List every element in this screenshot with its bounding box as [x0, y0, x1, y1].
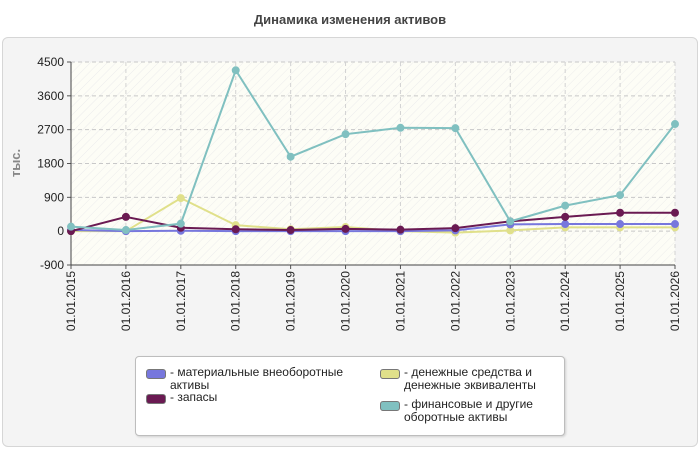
x-tick-label: 01.01.2015 [64, 271, 78, 331]
x-tick-label: 01.01.2019 [284, 271, 298, 331]
x-tick-label: 01.01.2017 [174, 271, 188, 331]
data-point [451, 224, 460, 233]
legend-label: - финансовые и другие оборотные активы [404, 397, 533, 424]
axes: -900 0 900 1800 2700 3600 4500 01.01.2015 01.01.… [37, 55, 682, 331]
x-tick-label: 01.01.2022 [448, 271, 462, 331]
legend-swatch [380, 369, 400, 379]
y-tick-label: -900 [40, 258, 64, 272]
data-point [231, 66, 240, 75]
y-tick-label: 3600 [37, 89, 64, 103]
data-point [286, 152, 295, 161]
legend-swatch [380, 401, 400, 411]
data-point [176, 219, 185, 228]
x-tick-label: 01.01.2024 [558, 271, 572, 331]
data-point [506, 217, 515, 226]
legend-label: - денежные средства и денежные эквивален… [404, 365, 536, 392]
data-point [121, 212, 130, 221]
y-tick-label: 2700 [37, 123, 64, 137]
data-point [67, 222, 75, 231]
y-axis-label: тыс. [8, 149, 23, 177]
legend-item-financial-assets: - финансовые и другие оборотные активы [380, 398, 560, 424]
series-line [70, 223, 675, 233]
x-tick-label: 01.01.2025 [613, 271, 627, 331]
data-point [286, 226, 295, 235]
data-point [176, 194, 185, 203]
legend-item-inventory: - запасы [146, 391, 346, 404]
x-tick-label: 01.01.2023 [503, 271, 517, 331]
legend: - материальные внеоборотные активы - зап… [135, 356, 565, 436]
data-point [561, 220, 570, 229]
y-tick-label: 1800 [37, 157, 64, 171]
data-point [451, 124, 460, 133]
x-tick-label: 01.01.2020 [339, 271, 353, 331]
series-3 [67, 66, 679, 235]
data-point [231, 225, 240, 234]
legend-swatch [146, 369, 166, 379]
data-point [616, 220, 625, 229]
data-point [561, 212, 570, 221]
series-line [70, 211, 675, 233]
data-point [671, 120, 679, 129]
x-tick-label: 01.01.2026 [668, 271, 682, 331]
data-point [121, 226, 130, 235]
legend-item-cash: - денежные средства и денежные эквивален… [380, 366, 560, 392]
y-tick-label: 4500 [37, 55, 64, 69]
data-point [616, 191, 625, 200]
x-tick-label: 01.01.2018 [229, 271, 243, 331]
legend-label: - материальные внеоборотные активы [170, 365, 343, 392]
legend-swatch [146, 394, 166, 404]
series-layer [67, 66, 679, 237]
data-point [561, 201, 570, 210]
chart-title: Динамика изменения активов [253, 12, 447, 27]
data-point [616, 208, 625, 217]
legend-item-material-assets: - материальные внеоборотные активы [146, 366, 346, 392]
data-point [396, 123, 405, 132]
x-tick-label: 01.01.2016 [119, 271, 133, 331]
data-point [341, 224, 350, 233]
legend-label: - запасы [170, 390, 218, 404]
data-point [341, 130, 350, 139]
y-tick-label: 900 [44, 190, 64, 204]
data-point [671, 208, 679, 217]
data-point [396, 225, 405, 234]
data-point [671, 220, 679, 229]
series-line [70, 68, 676, 232]
x-tick-label: 01.01.2021 [393, 271, 407, 331]
y-tick-label: 0 [57, 224, 64, 238]
